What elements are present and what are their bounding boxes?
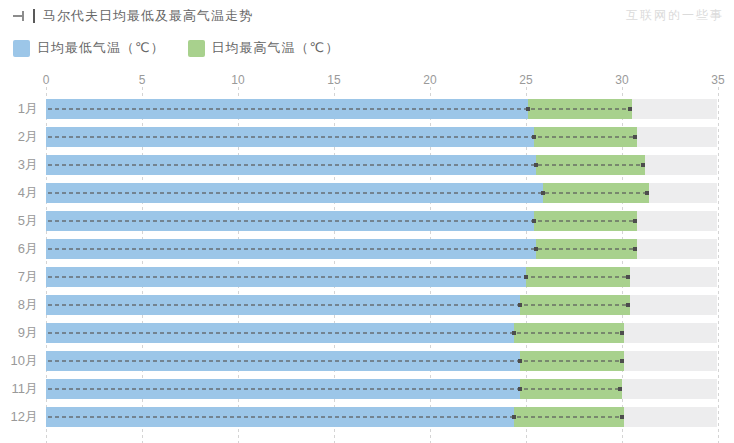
chart-row: 11月 [0,379,734,399]
bar-track [46,351,717,371]
month-axis-label: 3月 [0,155,38,175]
min-temp-marker [512,331,516,335]
range-dash-line [48,360,622,362]
x-axis-tick-label: 35 [711,73,724,87]
min-temp-marker [524,275,528,279]
chart-row: 1月 [0,99,734,119]
bar-track [46,323,717,343]
x-axis-tick-label: 15 [327,73,340,87]
min-temp-marker [534,247,538,251]
month-axis-label: 12月 [0,407,38,427]
min-temp-marker [518,359,522,363]
chart-row: 5月 [0,211,734,231]
bar-track [46,127,717,147]
range-dash-line [48,220,635,222]
range-dash-line [48,248,635,250]
range-dash-line [48,164,643,166]
chart-row: 4月 [0,183,734,203]
month-axis-label: 8月 [0,295,38,315]
min-temp-marker [526,107,530,111]
bar-track [46,267,717,287]
month-axis-label: 11月 [0,379,38,399]
range-dash-line [48,332,622,334]
chart-row: 3月 [0,155,734,175]
chart-plot-area: 0 5 10 15 20 25 30 35 1月 2月 3月 [0,0,734,443]
range-dash-line [48,388,620,390]
min-temp-marker [518,303,522,307]
max-temp-marker [626,275,630,279]
max-temp-marker [620,331,624,335]
bar-track [46,407,717,427]
min-temp-marker [541,191,545,195]
min-temp-marker [534,163,538,167]
month-axis-label: 2月 [0,127,38,147]
range-dash-line [48,108,630,110]
bar-track [46,379,717,399]
chart-row: 7月 [0,267,734,287]
chart-row: 12月 [0,407,734,427]
max-temp-marker [641,163,645,167]
chart-row: 2月 [0,127,734,147]
x-axis-tick-label: 5 [139,73,146,87]
bar-track [46,99,717,119]
max-temp-marker [633,135,637,139]
bar-track [46,239,717,259]
min-temp-marker [532,219,536,223]
range-dash-line [48,136,635,138]
chart-row: 6月 [0,239,734,259]
month-axis-label: 6月 [0,239,38,259]
month-axis-label: 10月 [0,351,38,371]
range-dash-line [48,276,628,278]
max-temp-marker [618,387,622,391]
temperature-chart-card: 马尔代夫日均最低及最高气温走势 互联网的一些事 日均最低气温（℃） 日均最高气温… [0,0,734,443]
x-axis-tick-label: 10 [231,73,244,87]
x-axis-tick-label: 0 [43,73,50,87]
max-temp-marker [620,359,624,363]
month-axis-label: 1月 [0,99,38,119]
min-temp-marker [512,415,516,419]
range-dash-line [48,304,628,306]
min-temp-marker [518,387,522,391]
max-temp-marker [626,303,630,307]
max-temp-marker [620,415,624,419]
min-temp-marker [532,135,536,139]
bar-track [46,155,717,175]
range-dash-line [48,192,647,194]
x-axis-tick-label: 30 [615,73,628,87]
x-axis-tick-label: 20 [423,73,436,87]
chart-row: 9月 [0,323,734,343]
bar-track [46,211,717,231]
month-axis-label: 9月 [0,323,38,343]
max-temp-marker [633,247,637,251]
chart-row: 10月 [0,351,734,371]
x-axis-tick-label: 25 [519,73,532,87]
chart-row: 8月 [0,295,734,315]
max-temp-marker [628,107,632,111]
month-axis-label: 4月 [0,183,38,203]
max-temp-marker [633,219,637,223]
month-axis-label: 7月 [0,267,38,287]
month-axis-label: 5月 [0,211,38,231]
bar-track [46,295,717,315]
bar-track [46,183,717,203]
range-dash-line [48,416,622,418]
max-temp-marker [645,191,649,195]
